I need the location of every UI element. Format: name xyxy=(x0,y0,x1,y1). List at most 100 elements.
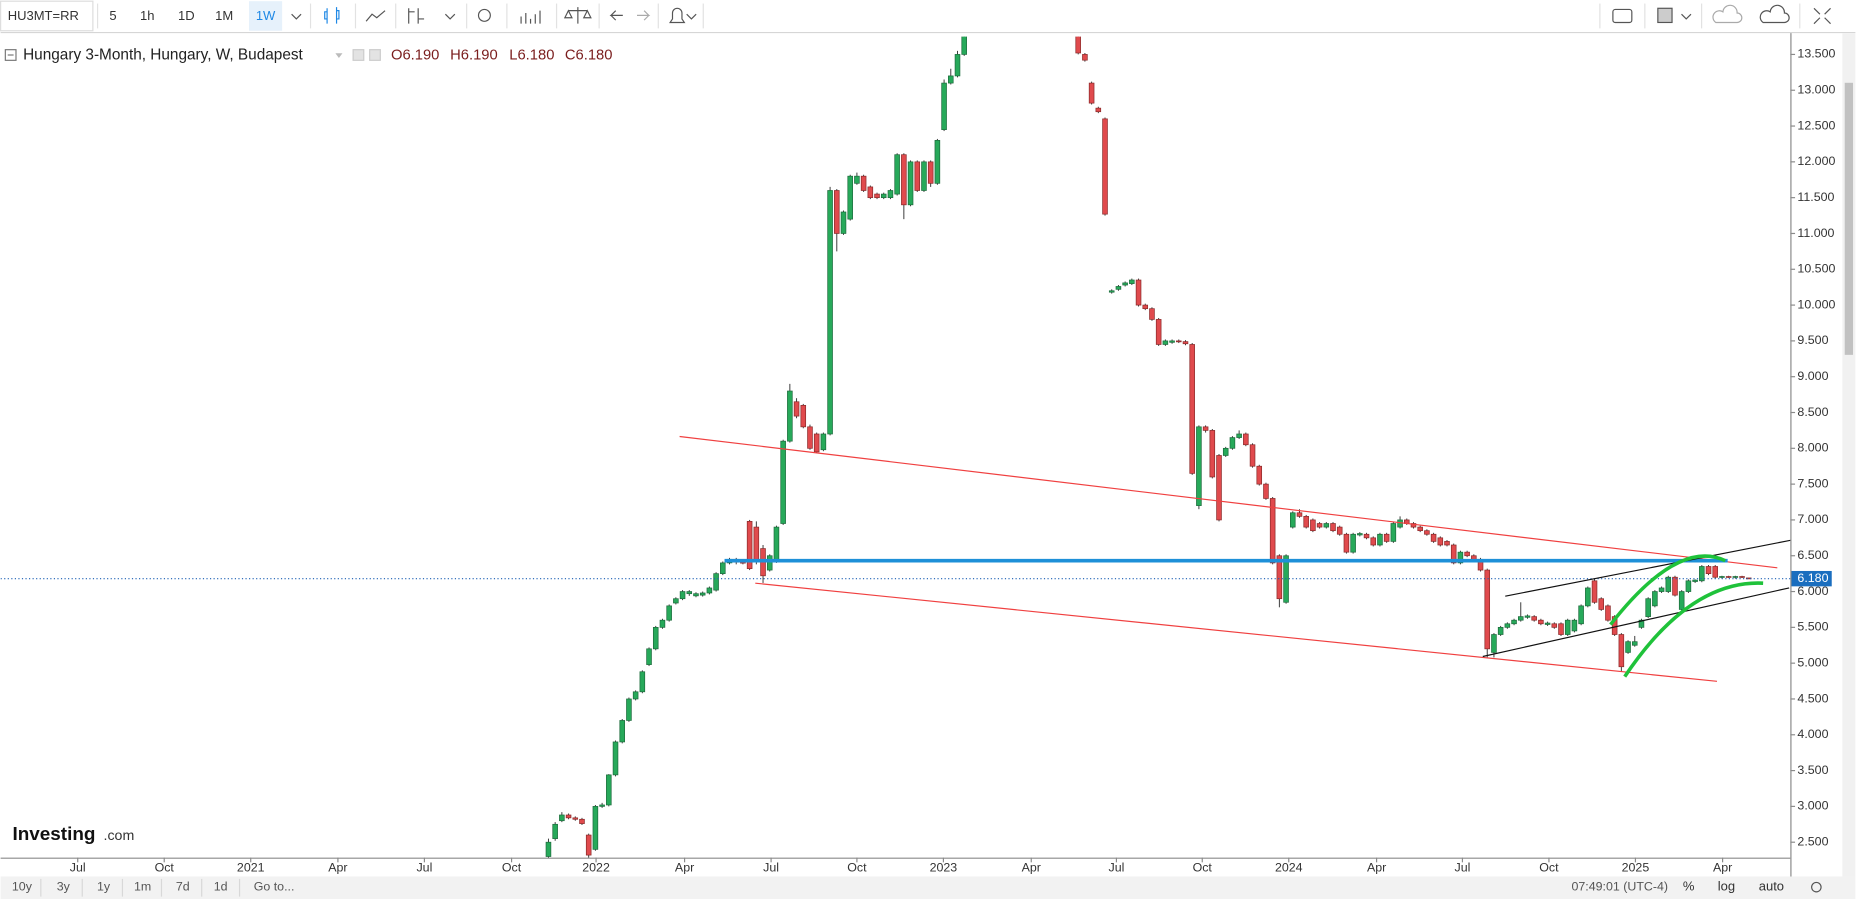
candle-body xyxy=(860,175,867,191)
x-tick-label: 2021 xyxy=(237,861,265,875)
candle-body xyxy=(1149,308,1155,320)
redo-icon[interactable] xyxy=(637,10,651,21)
compare-icon[interactable] xyxy=(563,7,592,24)
candle-body xyxy=(840,211,847,234)
y-tick-label: 3.500 xyxy=(1797,763,1828,777)
y-tick-label: 11.500 xyxy=(1797,190,1834,204)
candle-body xyxy=(880,193,887,199)
candle-body xyxy=(1135,279,1142,306)
x-tick-label: Apr xyxy=(1713,861,1732,875)
candle-body xyxy=(834,190,840,234)
candle-body xyxy=(1336,526,1343,535)
candle-body xyxy=(1249,444,1256,467)
candle-body xyxy=(1410,523,1417,528)
range-button[interactable]: 3y xyxy=(57,879,71,893)
candle-body xyxy=(1155,319,1162,345)
interval-button[interactable]: 5 xyxy=(109,8,116,23)
cloud-download-icon[interactable] xyxy=(1712,4,1743,24)
candle-body xyxy=(646,648,652,665)
cloud-upload-icon[interactable] xyxy=(1759,4,1790,24)
candle-body xyxy=(639,671,646,693)
dropdown-icon[interactable] xyxy=(291,13,302,20)
range-button[interactable]: 1d xyxy=(214,879,228,893)
candle-body xyxy=(1652,591,1658,607)
x-tick-label: Apr xyxy=(1022,861,1041,875)
candle-body xyxy=(1538,619,1544,625)
option-log[interactable]: log xyxy=(1718,879,1735,894)
line-icon[interactable] xyxy=(365,10,386,22)
candle-body xyxy=(1142,304,1149,310)
dropdown-icon[interactable] xyxy=(686,13,697,20)
candle-body xyxy=(1558,623,1564,635)
option-percent[interactable]: % xyxy=(1683,879,1695,894)
fullscreen-icon[interactable] xyxy=(1813,7,1831,25)
y-tick-label: 5.500 xyxy=(1797,620,1828,634)
candle-body xyxy=(1504,623,1511,628)
toolbar-separators xyxy=(97,3,1801,29)
candle-body xyxy=(585,834,592,856)
candle-body xyxy=(813,433,820,453)
undo-icon[interactable] xyxy=(609,10,623,21)
y-tick-label: 13.000 xyxy=(1797,83,1835,97)
candle-body xyxy=(1678,591,1685,610)
footer-settings[interactable] xyxy=(1811,881,1822,893)
range-button[interactable]: 10y xyxy=(12,879,33,893)
settings-mini[interactable] xyxy=(352,49,365,61)
symbol[interactable]: HU3MT=RR xyxy=(8,8,79,23)
interval-button[interactable]: 1M xyxy=(215,8,233,23)
layout-icon[interactable] xyxy=(1657,7,1673,24)
candle-body xyxy=(1390,523,1397,542)
candle-body xyxy=(1424,530,1430,535)
x-tick-label: 2023 xyxy=(930,861,958,875)
candle-body xyxy=(874,193,880,199)
y-tick-label: 4.000 xyxy=(1797,727,1828,741)
interval-button[interactable]: 1W xyxy=(256,8,276,23)
scrollbar-thumb[interactable] xyxy=(1844,82,1854,355)
candle-body xyxy=(827,190,833,435)
candle-body xyxy=(686,591,693,595)
candle-body xyxy=(1571,619,1578,632)
range-button[interactable]: 1m xyxy=(134,879,151,893)
candle-body xyxy=(901,154,907,206)
candle-body xyxy=(753,526,760,562)
range-button[interactable]: 7d xyxy=(176,879,190,893)
y-tick-label: 6.000 xyxy=(1797,584,1828,598)
candle-body xyxy=(1383,533,1390,542)
interval-button[interactable]: 1D xyxy=(178,8,195,23)
candle-body xyxy=(907,161,914,206)
candle-body xyxy=(914,161,921,191)
candle-body xyxy=(894,154,900,195)
candle-icon[interactable] xyxy=(324,7,340,24)
close-mini[interactable] xyxy=(369,49,381,61)
x-tick-label: Apr xyxy=(1367,861,1386,875)
dropdown-icon[interactable] xyxy=(444,13,456,20)
channel-line xyxy=(1505,539,1791,597)
ohlc-low: L6.180 xyxy=(509,48,554,64)
indicator-icon[interactable] xyxy=(408,8,425,24)
dropdown-icon[interactable] xyxy=(1681,13,1692,20)
candle-body xyxy=(867,186,874,199)
symbol-box[interactable] xyxy=(0,0,94,32)
y-tick-label: 6.500 xyxy=(1797,548,1828,562)
candle-body xyxy=(1182,341,1189,345)
camera-icon[interactable] xyxy=(1612,8,1633,24)
candle-body xyxy=(1269,498,1276,564)
candle-body xyxy=(961,36,967,55)
collapse-icon[interactable] xyxy=(4,49,17,61)
interval-button[interactable]: 1h xyxy=(140,8,154,23)
y-tick-label: 8.500 xyxy=(1797,405,1828,419)
curve xyxy=(1609,554,1727,626)
alert-icon[interactable] xyxy=(669,7,686,24)
range-button[interactable]: 1y xyxy=(97,879,111,893)
goto-button[interactable]: Go to... xyxy=(254,879,295,893)
ohlc-open: O6.190 xyxy=(391,48,439,64)
option-auto[interactable]: auto xyxy=(1759,879,1784,894)
last-price-box xyxy=(1791,570,1832,587)
settings-icon[interactable] xyxy=(477,8,491,22)
study-icon[interactable] xyxy=(520,10,541,24)
title-dropdown[interactable] xyxy=(335,53,343,58)
candle-body xyxy=(1437,537,1444,546)
last-price-label: 6.180 xyxy=(1797,571,1828,585)
candle-body xyxy=(1517,616,1524,621)
